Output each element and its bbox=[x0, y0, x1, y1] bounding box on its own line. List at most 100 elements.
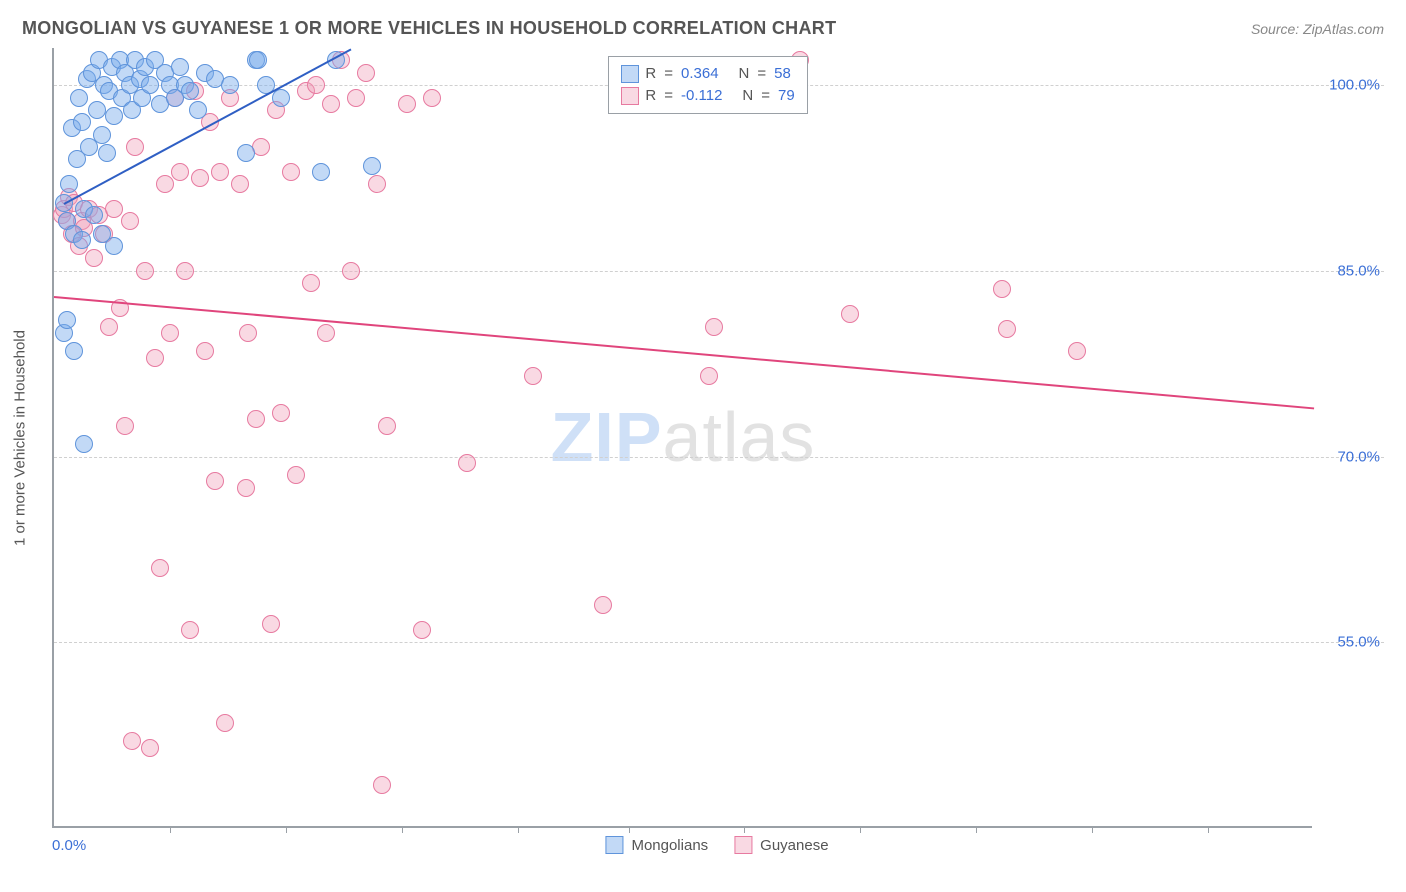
y-axis-label: 1 or more Vehicles in Household bbox=[12, 330, 29, 546]
data-point-mongolians bbox=[171, 58, 189, 76]
data-point-mongolians bbox=[363, 157, 381, 175]
data-point-guyanese bbox=[998, 320, 1016, 338]
data-point-guyanese bbox=[196, 342, 214, 360]
data-point-guyanese bbox=[398, 95, 416, 113]
data-point-guyanese bbox=[231, 175, 249, 193]
swatch-mongolians bbox=[605, 836, 623, 854]
data-point-guyanese bbox=[247, 410, 265, 428]
x-tick bbox=[286, 826, 287, 833]
data-point-guyanese bbox=[594, 596, 612, 614]
gridline-h bbox=[54, 642, 1384, 643]
data-point-guyanese bbox=[373, 776, 391, 794]
data-point-mongolians bbox=[73, 231, 91, 249]
data-point-mongolians bbox=[75, 435, 93, 453]
x-tick bbox=[518, 826, 519, 833]
legend-bottom: Mongolians Guyanese bbox=[605, 836, 828, 854]
data-point-guyanese bbox=[423, 89, 441, 107]
plot-area: ZIPatlas 55.0%70.0%85.0%100.0%R=0.364N=5… bbox=[52, 48, 1312, 828]
y-tick-label: 55.0% bbox=[1337, 634, 1380, 651]
swatch-guyanese bbox=[734, 836, 752, 854]
x-tick bbox=[402, 826, 403, 833]
data-point-mongolians bbox=[70, 89, 88, 107]
data-point-guyanese bbox=[262, 615, 280, 633]
data-point-mongolians bbox=[93, 126, 111, 144]
data-point-guyanese bbox=[378, 417, 396, 435]
data-point-guyanese bbox=[993, 280, 1011, 298]
data-point-guyanese bbox=[1068, 342, 1086, 360]
data-point-mongolians bbox=[189, 101, 207, 119]
legend-label: Guyanese bbox=[760, 837, 828, 854]
data-point-guyanese bbox=[239, 324, 257, 342]
data-point-guyanese bbox=[272, 404, 290, 422]
data-point-guyanese bbox=[317, 324, 335, 342]
y-tick-label: 85.0% bbox=[1337, 262, 1380, 279]
data-point-mongolians bbox=[312, 163, 330, 181]
data-point-mongolians bbox=[98, 144, 116, 162]
x-tick bbox=[860, 826, 861, 833]
data-point-mongolians bbox=[88, 101, 106, 119]
data-point-guyanese bbox=[841, 305, 859, 323]
legend-stats-row-guyanese: R=-0.112N=79 bbox=[621, 85, 794, 107]
data-point-guyanese bbox=[357, 64, 375, 82]
data-point-mongolians bbox=[249, 51, 267, 69]
plot-wrap: ZIPatlas 55.0%70.0%85.0%100.0%R=0.364N=5… bbox=[52, 48, 1382, 828]
trendline-guyanese bbox=[54, 296, 1314, 409]
data-point-guyanese bbox=[100, 318, 118, 336]
source-label: Source: ZipAtlas.com bbox=[1251, 21, 1384, 37]
data-point-guyanese bbox=[85, 249, 103, 267]
data-point-mongolians bbox=[105, 107, 123, 125]
data-point-guyanese bbox=[302, 274, 320, 292]
data-point-guyanese bbox=[216, 714, 234, 732]
chart-title: MONGOLIAN VS GUYANESE 1 OR MORE VEHICLES… bbox=[22, 18, 836, 39]
data-point-guyanese bbox=[171, 163, 189, 181]
legend-item-mongolians: Mongolians bbox=[605, 836, 708, 854]
data-point-guyanese bbox=[116, 417, 134, 435]
x-tick bbox=[629, 826, 630, 833]
legend-stats-row-mongolians: R=0.364N=58 bbox=[621, 63, 794, 85]
data-point-guyanese bbox=[141, 739, 159, 757]
x-tick bbox=[1208, 826, 1209, 833]
legend-label: Mongolians bbox=[631, 837, 708, 854]
data-point-guyanese bbox=[206, 472, 224, 490]
data-point-guyanese bbox=[322, 95, 340, 113]
data-point-mongolians bbox=[58, 311, 76, 329]
data-point-mongolians bbox=[221, 76, 239, 94]
y-tick-label: 100.0% bbox=[1329, 77, 1380, 94]
data-point-guyanese bbox=[156, 175, 174, 193]
gridline-h bbox=[54, 457, 1384, 458]
data-point-guyanese bbox=[700, 367, 718, 385]
data-point-guyanese bbox=[161, 324, 179, 342]
legend-item-guyanese: Guyanese bbox=[734, 836, 828, 854]
data-point-mongolians bbox=[65, 342, 83, 360]
data-point-guyanese bbox=[146, 349, 164, 367]
legend-stats: R=0.364N=58R=-0.112N=79 bbox=[608, 56, 807, 114]
data-point-mongolians bbox=[141, 76, 159, 94]
data-point-guyanese bbox=[121, 212, 139, 230]
data-point-guyanese bbox=[151, 559, 169, 577]
data-point-guyanese bbox=[176, 262, 194, 280]
data-point-mongolians bbox=[237, 144, 255, 162]
data-point-guyanese bbox=[413, 621, 431, 639]
data-point-guyanese bbox=[136, 262, 154, 280]
data-point-guyanese bbox=[282, 163, 300, 181]
data-point-mongolians bbox=[85, 206, 103, 224]
data-point-mongolians bbox=[73, 113, 91, 131]
data-point-guyanese bbox=[237, 479, 255, 497]
data-point-guyanese bbox=[105, 200, 123, 218]
data-point-guyanese bbox=[211, 163, 229, 181]
data-point-guyanese bbox=[287, 466, 305, 484]
swatch-mongolians bbox=[621, 65, 639, 83]
data-point-guyanese bbox=[524, 367, 542, 385]
y-tick-label: 70.0% bbox=[1337, 448, 1380, 465]
data-point-mongolians bbox=[105, 237, 123, 255]
x-origin-label: 0.0% bbox=[52, 837, 86, 854]
data-point-guyanese bbox=[458, 454, 476, 472]
data-point-mongolians bbox=[181, 82, 199, 100]
data-point-guyanese bbox=[123, 732, 141, 750]
x-tick bbox=[744, 826, 745, 833]
data-point-guyanese bbox=[181, 621, 199, 639]
data-point-guyanese bbox=[126, 138, 144, 156]
data-point-guyanese bbox=[347, 89, 365, 107]
data-point-guyanese bbox=[307, 76, 325, 94]
swatch-guyanese bbox=[621, 87, 639, 105]
